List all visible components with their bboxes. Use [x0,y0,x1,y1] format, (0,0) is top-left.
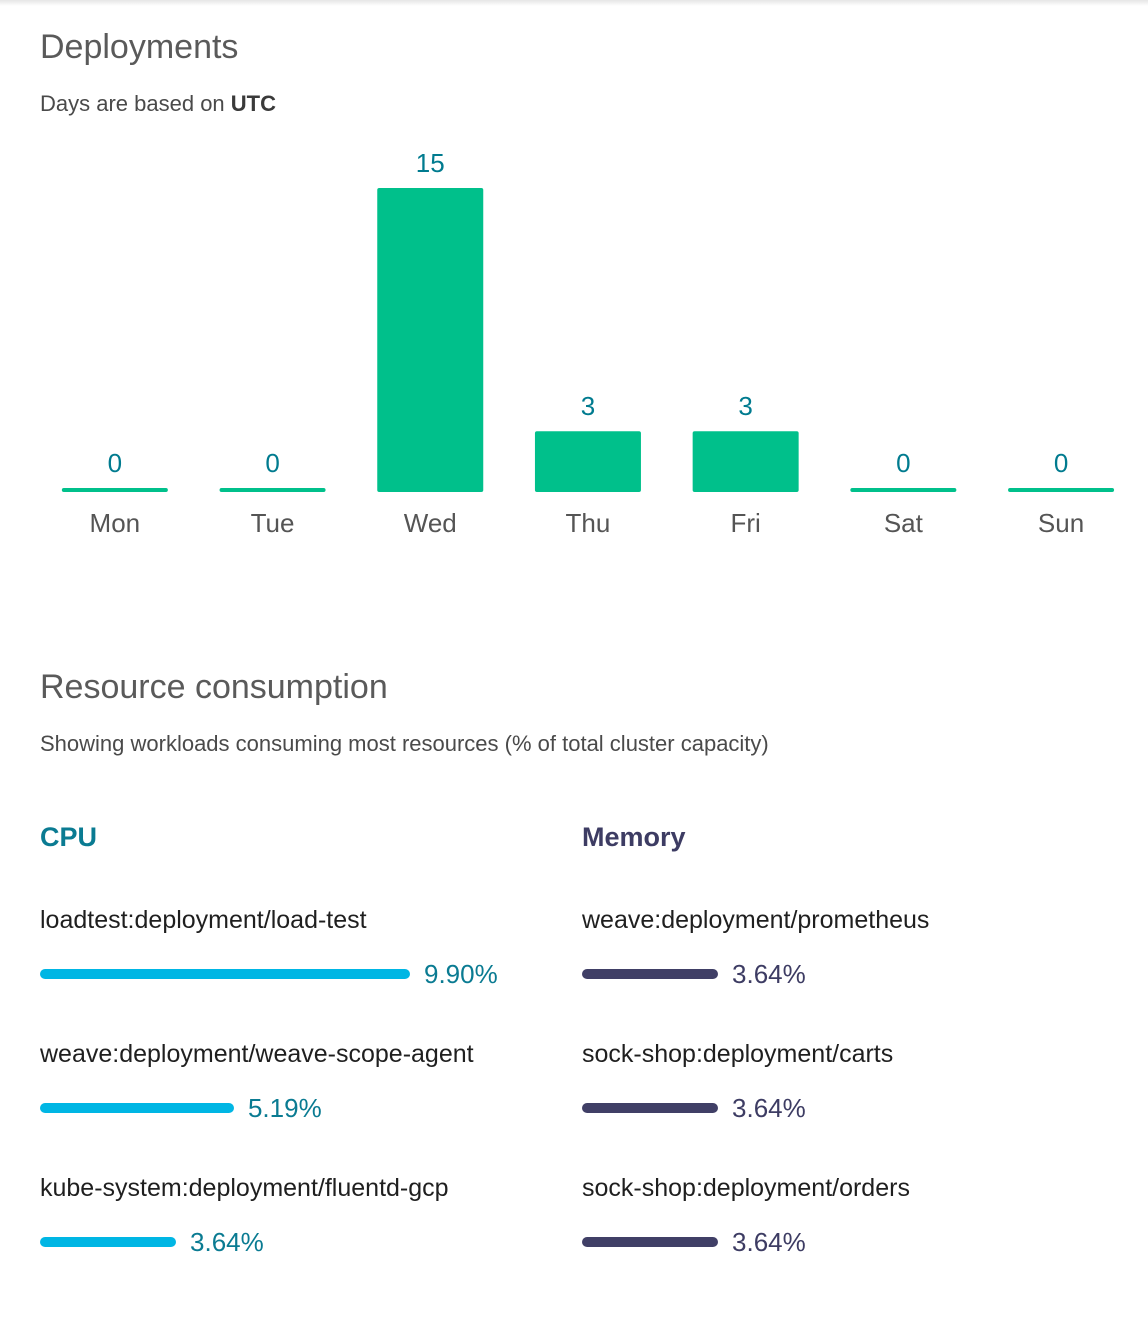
cpu-workload-name[interactable]: loadtest:deployment/load-test [40,906,367,934]
cpu-workload-name[interactable]: weave:deployment/weave-scope-agent [40,1040,474,1068]
bar-tue[interactable] [219,488,326,492]
memory-usage-value: 3.64% [732,1093,806,1123]
subtitle-prefix: Days are based on [40,91,231,116]
resources-subtitle: Showing workloads consuming most resourc… [40,731,769,756]
memory-usage-bar [582,1103,719,1113]
deployments-subtitle: Days are based on UTC [40,91,276,117]
bar-thu[interactable] [534,431,641,492]
bar-value-label-tue: 0 [265,448,279,478]
memory-workload-name[interactable]: sock-shop:deployment/orders [582,1174,910,1202]
bar-value-label-sat: 0 [896,448,910,478]
bar-value-label-sun: 0 [1054,448,1068,478]
cpu-usage-value: 9.90% [424,959,498,989]
bar-fri[interactable] [692,431,799,492]
bar-value-label-thu: 3 [581,391,595,421]
bar-mon[interactable] [61,488,168,492]
x-tick-label-sun: Sun [1038,508,1084,538]
bar-value-label-wed: 15 [416,148,445,178]
memory-workload-name[interactable]: weave:deployment/prometheus [582,906,930,934]
memory-column-title: Memory [582,822,686,852]
bar-sun[interactable] [1008,488,1115,492]
top-shadow [0,0,1148,6]
memory-usage-value: 3.64% [732,959,806,989]
x-tick-label-mon: Mon [90,508,141,538]
deployments-bar-chart: 0 Mon 0 Tue 15 Wed 3 Thu 3 Fri 0 Sat 0 Sun [61,148,1115,538]
deployments-title: Deployments [40,28,239,66]
cpu-workload-name[interactable]: kube-system:deployment/fluentd-gcp [40,1174,449,1202]
bar-value-label-mon: 0 [108,448,122,478]
memory-usage-bar [582,969,719,979]
bar-wed[interactable] [377,188,484,492]
memory-usage-value: 3.64% [732,1227,806,1257]
x-tick-label-sat: Sat [884,508,924,538]
x-tick-label-wed: Wed [404,508,457,538]
cpu-usage-bar [40,1237,177,1247]
memory-workload-name[interactable]: sock-shop:deployment/carts [582,1040,894,1068]
cpu-usage-value: 5.19% [247,1093,322,1123]
cpu-usage-bar [40,1103,234,1113]
cpu-usage-bar [40,969,410,979]
timezone-label: UTC [230,91,276,116]
cpu-column-title: CPU [40,822,98,852]
x-tick-label-fri: Fri [730,508,760,538]
bar-value-label-fri: 3 [738,391,752,421]
bar-sat[interactable] [850,488,957,492]
x-tick-label-tue: Tue [251,508,295,538]
resources-title: Resource consumption [40,668,388,706]
memory-usage-bar [582,1237,719,1247]
x-tick-label-thu: Thu [566,508,611,538]
cpu-usage-value: 3.64% [190,1227,264,1257]
